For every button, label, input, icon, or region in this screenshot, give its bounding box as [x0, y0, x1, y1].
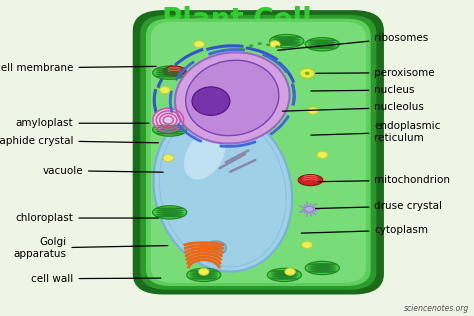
- Ellipse shape: [213, 246, 219, 250]
- Ellipse shape: [308, 41, 337, 43]
- Ellipse shape: [302, 241, 312, 248]
- Ellipse shape: [300, 68, 315, 78]
- Ellipse shape: [205, 241, 227, 255]
- Text: Golgi
apparatus: Golgi apparatus: [13, 237, 168, 259]
- Ellipse shape: [239, 46, 244, 50]
- Text: cytoplasm: cytoplasm: [301, 225, 428, 235]
- Ellipse shape: [187, 268, 221, 282]
- Ellipse shape: [308, 265, 337, 267]
- Text: endoplasmic
reticulum: endoplasmic reticulum: [311, 121, 441, 143]
- Ellipse shape: [273, 40, 301, 42]
- FancyBboxPatch shape: [133, 10, 384, 295]
- Ellipse shape: [155, 72, 184, 74]
- Ellipse shape: [273, 36, 301, 39]
- Ellipse shape: [153, 108, 183, 132]
- Ellipse shape: [155, 127, 184, 129]
- Ellipse shape: [163, 66, 186, 76]
- FancyBboxPatch shape: [140, 15, 376, 290]
- Ellipse shape: [155, 131, 184, 133]
- Text: chloroplast: chloroplast: [16, 213, 158, 223]
- Ellipse shape: [308, 43, 337, 46]
- FancyBboxPatch shape: [146, 19, 371, 286]
- Ellipse shape: [153, 123, 187, 136]
- Ellipse shape: [190, 274, 218, 276]
- Ellipse shape: [155, 68, 184, 70]
- Ellipse shape: [194, 41, 204, 48]
- Ellipse shape: [305, 206, 313, 212]
- Text: druse crystal: druse crystal: [316, 201, 442, 211]
- Ellipse shape: [270, 274, 299, 276]
- Ellipse shape: [317, 151, 328, 158]
- Text: peroxisome: peroxisome: [316, 68, 435, 78]
- Ellipse shape: [175, 52, 290, 143]
- Ellipse shape: [155, 209, 184, 212]
- Ellipse shape: [308, 270, 337, 273]
- Ellipse shape: [270, 276, 299, 278]
- Text: cell membrane: cell membrane: [0, 63, 156, 73]
- Ellipse shape: [199, 268, 209, 275]
- Ellipse shape: [270, 270, 299, 272]
- Text: vacuole: vacuole: [42, 166, 163, 176]
- Ellipse shape: [258, 42, 262, 45]
- Text: nucleolus: nucleolus: [283, 102, 424, 112]
- Ellipse shape: [190, 270, 218, 272]
- Ellipse shape: [190, 276, 218, 278]
- Ellipse shape: [305, 72, 310, 75]
- Text: nucleus: nucleus: [311, 85, 415, 95]
- Ellipse shape: [155, 129, 184, 131]
- Ellipse shape: [275, 46, 279, 48]
- Ellipse shape: [273, 42, 301, 44]
- Text: ribosomes: ribosomes: [278, 33, 428, 50]
- Ellipse shape: [155, 211, 184, 214]
- Text: raphide crystal: raphide crystal: [0, 136, 158, 146]
- Ellipse shape: [298, 174, 323, 186]
- Ellipse shape: [305, 261, 339, 275]
- Ellipse shape: [209, 243, 223, 253]
- Ellipse shape: [192, 87, 230, 115]
- Ellipse shape: [190, 277, 218, 280]
- Text: sciencenotes.org: sciencenotes.org: [404, 304, 469, 313]
- Ellipse shape: [285, 268, 295, 275]
- Ellipse shape: [186, 60, 279, 136]
- Ellipse shape: [270, 34, 304, 48]
- Ellipse shape: [154, 108, 292, 271]
- Ellipse shape: [155, 132, 184, 135]
- Ellipse shape: [155, 207, 184, 210]
- Ellipse shape: [190, 272, 218, 274]
- Ellipse shape: [270, 41, 280, 48]
- Ellipse shape: [270, 272, 299, 274]
- Ellipse shape: [308, 47, 337, 49]
- Ellipse shape: [308, 107, 318, 114]
- Text: amyloplast: amyloplast: [16, 118, 149, 128]
- Ellipse shape: [308, 263, 337, 265]
- Ellipse shape: [305, 38, 339, 51]
- Ellipse shape: [282, 47, 286, 51]
- Ellipse shape: [155, 215, 184, 217]
- FancyBboxPatch shape: [151, 22, 366, 283]
- Ellipse shape: [155, 70, 184, 72]
- Ellipse shape: [249, 44, 253, 47]
- Text: mitochondrion: mitochondrion: [318, 175, 450, 185]
- Ellipse shape: [155, 74, 184, 76]
- Ellipse shape: [160, 87, 170, 94]
- Ellipse shape: [153, 66, 187, 79]
- Ellipse shape: [153, 206, 187, 219]
- Ellipse shape: [266, 43, 270, 46]
- Ellipse shape: [273, 44, 301, 46]
- Ellipse shape: [155, 76, 184, 78]
- Ellipse shape: [270, 277, 299, 280]
- Ellipse shape: [267, 268, 301, 282]
- Ellipse shape: [308, 39, 337, 41]
- Text: cell wall: cell wall: [31, 274, 161, 284]
- Ellipse shape: [184, 130, 226, 179]
- Ellipse shape: [308, 267, 337, 269]
- Ellipse shape: [155, 125, 184, 127]
- Ellipse shape: [163, 155, 173, 161]
- Ellipse shape: [308, 45, 337, 47]
- Text: Plant Cell: Plant Cell: [162, 6, 312, 34]
- Ellipse shape: [308, 269, 337, 271]
- Ellipse shape: [273, 38, 301, 40]
- Ellipse shape: [155, 213, 184, 216]
